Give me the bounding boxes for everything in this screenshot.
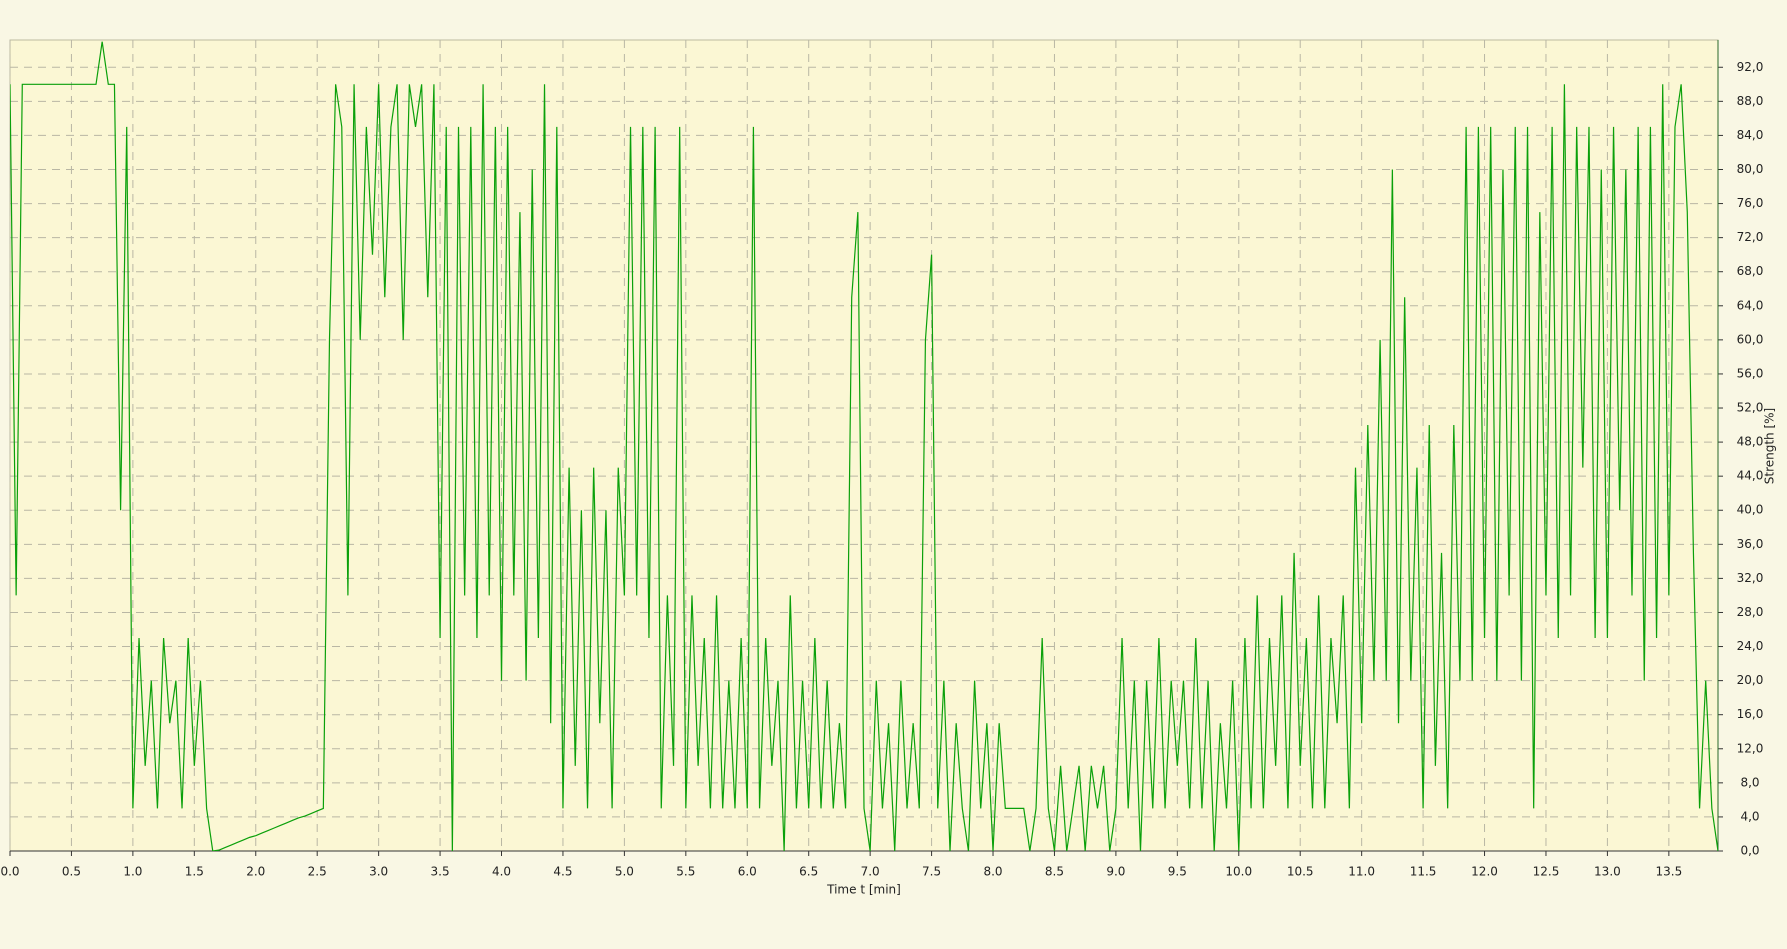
- y-tick-label: 84,0: [1737, 128, 1764, 142]
- x-tick-label: 4.5: [553, 865, 572, 879]
- x-tick-label: 9.0: [1106, 865, 1125, 879]
- x-tick-label: 1.5: [185, 865, 204, 879]
- x-tick-label: 8.5: [1045, 865, 1064, 879]
- x-tick-label: 6.5: [799, 865, 818, 879]
- y-tick-label: 92,0: [1737, 60, 1764, 74]
- y-tick-label: 44,0: [1737, 469, 1764, 483]
- y-tick-label: 24,0: [1737, 639, 1764, 653]
- x-tick-label: 5.5: [676, 865, 695, 879]
- y-tick-label: 72,0: [1737, 230, 1764, 244]
- y-tick-label: 88,0: [1737, 94, 1764, 108]
- x-tick-label: 13.0: [1594, 865, 1621, 879]
- x-tick-label: 10.0: [1225, 865, 1252, 879]
- x-tick-label: 10.5: [1287, 865, 1314, 879]
- y-tick-label: 4,0: [1740, 809, 1759, 823]
- y-tick-label: 12,0: [1737, 741, 1764, 755]
- plot-area: [9, 39, 1719, 852]
- x-tick-label: 0.0: [0, 865, 19, 879]
- data-line: [10, 41, 1718, 851]
- x-tick-label: 2.5: [308, 865, 327, 879]
- y-tick-label: 16,0: [1737, 707, 1764, 721]
- x-tick-label: 0.5: [62, 865, 81, 879]
- y-tick-label: 8,0: [1740, 775, 1759, 789]
- y-tick-label: 0,0: [1740, 844, 1759, 858]
- x-tick-label: 3.5: [431, 865, 450, 879]
- x-tick-label: 1.0: [123, 865, 142, 879]
- x-tick-label: 11.0: [1348, 865, 1375, 879]
- x-tick-label: 13.5: [1655, 865, 1682, 879]
- y-tick-label: 76,0: [1737, 196, 1764, 210]
- x-axis-title: Time t [min]: [826, 883, 901, 897]
- x-tick-label: 11.5: [1410, 865, 1437, 879]
- y-tick-label: 32,0: [1737, 571, 1764, 585]
- x-tick-label: 2.0: [246, 865, 265, 879]
- x-tick-label: 9.5: [1168, 865, 1187, 879]
- y-tick-label: 40,0: [1737, 503, 1764, 517]
- y-tick-label: 60,0: [1737, 332, 1764, 346]
- y-tick-label: 48,0: [1737, 435, 1764, 449]
- y-tick-label: 36,0: [1737, 537, 1764, 551]
- x-tick-label: 7.5: [922, 865, 941, 879]
- x-tick-label: 12.5: [1533, 865, 1560, 879]
- y-tick-label: 68,0: [1737, 264, 1764, 278]
- x-tick-label: 3.0: [369, 865, 388, 879]
- x-tick-label: 7.0: [861, 865, 880, 879]
- x-tick-label: 12.0: [1471, 865, 1498, 879]
- y-tick-label: 20,0: [1737, 673, 1764, 687]
- x-tick-label: 6.0: [738, 865, 757, 879]
- y-axis-title: Strength [%]: [1763, 408, 1777, 485]
- y-tick-label: 64,0: [1737, 298, 1764, 312]
- y-tick-label: 80,0: [1737, 162, 1764, 176]
- y-tick-label: 28,0: [1737, 605, 1764, 619]
- x-tick-label: 8.0: [983, 865, 1002, 879]
- y-tick-label: 52,0: [1737, 401, 1764, 415]
- x-tick-label: 4.0: [492, 865, 511, 879]
- y-tick-label: 56,0: [1737, 366, 1764, 380]
- x-tick-label: 5.0: [615, 865, 634, 879]
